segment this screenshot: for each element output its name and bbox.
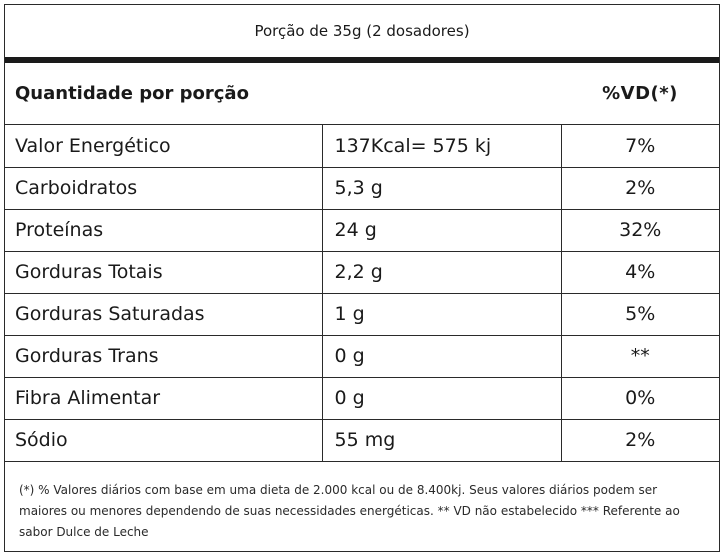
- table-row: Carboidratos 5,3 g 2%: [5, 167, 719, 210]
- table-row: Proteínas 24 g 32%: [5, 209, 719, 252]
- nutrition-facts-panel: Porção de 35g (2 dosadores) Quantidade p…: [4, 4, 720, 552]
- daily-value-label: %VD(*): [602, 83, 678, 104]
- nutrition-table: Valor Energético 137Kcal= 575 kj 7% Carb…: [5, 125, 719, 462]
- nutrient-name: Carboidratos: [5, 167, 323, 210]
- nutrient-name: Fibra Alimentar: [5, 377, 323, 420]
- quantity-per-serving-label: Quantidade por porção: [15, 83, 249, 104]
- nutrient-daily-value: 7%: [561, 125, 719, 168]
- nutrient-name: Sódio: [5, 419, 323, 462]
- table-row: Gorduras Totais 2,2 g 4%: [5, 251, 719, 294]
- nutrient-daily-value: 2%: [561, 419, 719, 462]
- table-row: Valor Energético 137Kcal= 575 kj 7%: [5, 125, 719, 168]
- nutrient-amount: 55 mg: [322, 419, 562, 462]
- nutrient-name: Valor Energético: [5, 125, 323, 168]
- footnote: (*) % Valores diários com base em uma di…: [19, 482, 680, 539]
- nutrient-amount: 137Kcal= 575 kj: [322, 125, 562, 168]
- nutrient-name: Gorduras Saturadas: [5, 293, 323, 336]
- nutrient-daily-value: 4%: [561, 251, 719, 294]
- nutrient-name: Gorduras Totais: [5, 251, 323, 294]
- nutrient-amount: 0 g: [322, 335, 562, 378]
- table-row: Fibra Alimentar 0 g 0%: [5, 377, 719, 420]
- nutrient-daily-value: 32%: [561, 209, 719, 252]
- nutrient-daily-value: **: [561, 335, 719, 378]
- table-row: Gorduras Saturadas 1 g 5%: [5, 293, 719, 336]
- nutrient-amount: 2,2 g: [322, 251, 562, 294]
- serving-size: Porção de 35g (2 dosadores): [254, 22, 470, 40]
- nutrient-amount: 0 g: [322, 377, 562, 420]
- thick-divider: [5, 57, 719, 63]
- table-row: Gorduras Trans 0 g **: [5, 335, 719, 378]
- table-header: Quantidade por porção %VD(*): [5, 63, 719, 125]
- nutrient-amount: 24 g: [322, 209, 562, 252]
- table-row: Sódio 55 mg 2%: [5, 419, 719, 462]
- nutrient-name: Proteínas: [5, 209, 323, 252]
- nutrient-daily-value: 5%: [561, 293, 719, 336]
- nutrient-daily-value: 0%: [561, 377, 719, 420]
- nutrient-amount: 1 g: [322, 293, 562, 336]
- nutrient-name: Gorduras Trans: [5, 335, 323, 378]
- nutrient-amount: 5,3 g: [322, 167, 562, 210]
- nutrient-daily-value: 2%: [561, 167, 719, 210]
